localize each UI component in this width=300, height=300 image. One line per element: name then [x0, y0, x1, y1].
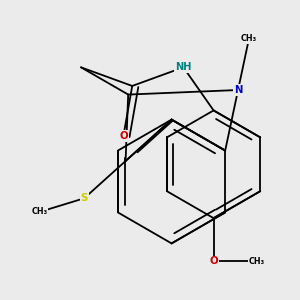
Text: CH₃: CH₃: [32, 207, 48, 216]
Text: S: S: [80, 193, 88, 203]
Text: NH: NH: [175, 62, 192, 72]
Text: N: N: [234, 85, 242, 95]
Text: CH₃: CH₃: [241, 34, 257, 43]
Text: O: O: [209, 256, 218, 266]
Text: O: O: [119, 131, 128, 141]
Text: CH₃: CH₃: [249, 257, 265, 266]
